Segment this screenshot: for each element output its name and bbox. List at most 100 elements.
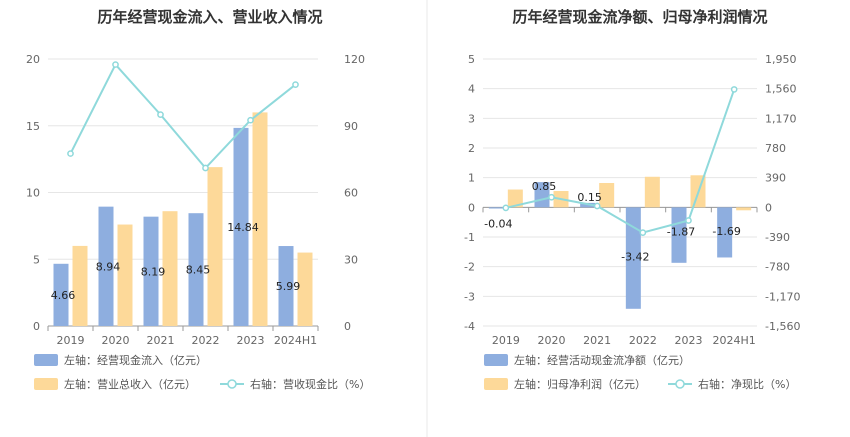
category-label: 2023: [237, 334, 265, 347]
right-axis-tick-label: -1,170: [765, 290, 800, 303]
legend-label: 左轴：经营活动现金流净额（亿元）: [514, 353, 690, 367]
bar-data-label: 8.19: [141, 265, 166, 278]
bar-secondary: [599, 183, 615, 208]
bar-data-label: 14.84: [227, 221, 259, 234]
left-axis-tick-label: 0: [468, 201, 475, 214]
right-axis-tick-label: 30: [344, 253, 358, 266]
left-axis-tick-label: 4: [468, 83, 475, 96]
legend-swatch: [484, 378, 508, 390]
category-label: 2022: [629, 334, 657, 347]
bar-primary: [188, 213, 204, 326]
left-axis-tick-label: 1: [468, 172, 475, 185]
bar-primary: [143, 216, 159, 326]
legend-swatch-marker: [227, 379, 237, 389]
right-axis-tick-label: 90: [344, 120, 358, 133]
bar-primary: [717, 207, 733, 258]
legend-label: 左轴：经营现金流入（亿元）: [64, 353, 207, 367]
left-axis-tick-label: 3: [468, 112, 475, 125]
legend-swatch-marker: [675, 379, 685, 389]
bar-primary: [488, 207, 504, 209]
bar-secondary: [252, 112, 268, 327]
ratio-point: [730, 86, 738, 93]
legend-label: 左轴：归母净利润（亿元）: [514, 377, 646, 391]
ratio-point: [548, 193, 555, 201]
bar-data-label: -3.42: [621, 251, 649, 264]
bar-data-label: -1.87: [667, 226, 695, 239]
bar-primary: [233, 127, 249, 326]
bar-secondary: [644, 176, 660, 208]
legend-label: 右轴：营收现金比（%）: [250, 377, 370, 391]
bar-secondary: [507, 189, 523, 208]
left-axis-tick-label: 0: [33, 320, 40, 333]
net-cashflow-profit-chart: 历年经营现金流净额、归母净利润情况 -4 -3 -2 -1 0 1 2 3 4 5 -1,560 -1…: [464, 8, 800, 391]
right-axis-tick-label: -780: [765, 261, 790, 274]
category-label: 2019: [57, 334, 85, 347]
ratio-point: [639, 229, 647, 236]
ratio-point: [593, 202, 601, 210]
category-label: 2024H1: [713, 334, 756, 347]
chart-title: 历年经营现金流净额、归母净利润情况: [512, 8, 767, 26]
left-axis-tick-label: -4: [464, 320, 475, 333]
ratio-line: [69, 62, 297, 170]
right-axis-tick-label: 1,560: [765, 83, 797, 96]
bar-data-label: -0.04: [484, 218, 512, 231]
ratio-point: [502, 204, 510, 212]
bar-secondary: [736, 207, 752, 211]
bar-data-label: -1.69: [712, 225, 740, 238]
bar-data-label: 0.85: [532, 180, 557, 193]
ratio-point: [112, 61, 119, 68]
right-axis-tick-label: 1,170: [765, 112, 797, 125]
right-axis-tick-label: 390: [765, 172, 786, 185]
left-axis-tick-label: 5: [468, 53, 475, 66]
legend-swatch: [34, 378, 58, 390]
left-axis-tick-label: 2: [468, 142, 475, 155]
bar-data-label: 0.15: [577, 191, 602, 204]
category-label: 2021: [583, 334, 611, 347]
ratio-point: [247, 116, 254, 124]
left-axis-tick-label: 10: [26, 187, 40, 200]
bar-data-label: 8.45: [186, 264, 211, 277]
ratio-point: [67, 150, 74, 157]
right-axis-tick-label: 1,950: [765, 53, 797, 66]
left-axis-tick-label: 20: [26, 53, 40, 66]
category-label: 2024H1: [274, 334, 317, 347]
bar-secondary: [297, 252, 313, 326]
bar-primary: [278, 246, 294, 326]
legend-swatch: [484, 354, 508, 366]
legend-label: 左轴：营业总收入（亿元）: [64, 377, 196, 391]
right-axis-tick-label: 780: [765, 142, 786, 155]
category-label: 2020: [102, 334, 130, 347]
bar-primary: [98, 206, 114, 326]
legend-label: 右轴：净现比（%）: [698, 377, 796, 391]
ratio-point: [157, 111, 164, 118]
right-axis-tick-label: -390: [765, 231, 790, 244]
right-axis-tick-label: -1,560: [765, 320, 800, 333]
bar-primary: [625, 207, 641, 309]
category-label: 2019: [492, 334, 520, 347]
left-axis-tick-label: -2: [464, 261, 475, 274]
bar-secondary: [117, 224, 133, 326]
ratio-point: [685, 217, 692, 224]
bar-data-label: 8.94: [96, 260, 121, 273]
ratio-point: [202, 164, 209, 172]
bar-secondary: [207, 167, 223, 326]
left-axis-tick-label: -1: [464, 231, 475, 244]
category-label: 2021: [147, 334, 175, 347]
cash-inflow-revenue-chart: 历年经营现金流入、营业收入情况 0 5 10 15 20 0 30 60 90 120 2019 20…: [26, 8, 370, 391]
left-axis-tick-label: 5: [33, 253, 40, 266]
category-label: 2020: [538, 334, 566, 347]
chart-title: 历年经营现金流入、营业收入情况: [97, 8, 322, 26]
legend-swatch: [34, 354, 58, 366]
bar-secondary: [162, 211, 178, 326]
bar-data-label: 4.66: [51, 289, 76, 302]
left-axis-tick-label: 15: [26, 120, 40, 133]
right-axis-tick-label: 60: [344, 187, 358, 200]
right-axis-tick-label: 0: [765, 201, 772, 214]
ratio-point: [292, 81, 299, 88]
right-axis-tick-label: 120: [344, 53, 365, 66]
bar-primary: [53, 263, 69, 326]
right-axis-tick-label: 0: [344, 320, 351, 333]
category-label: 2022: [192, 334, 220, 347]
ratio-line: [505, 89, 736, 234]
